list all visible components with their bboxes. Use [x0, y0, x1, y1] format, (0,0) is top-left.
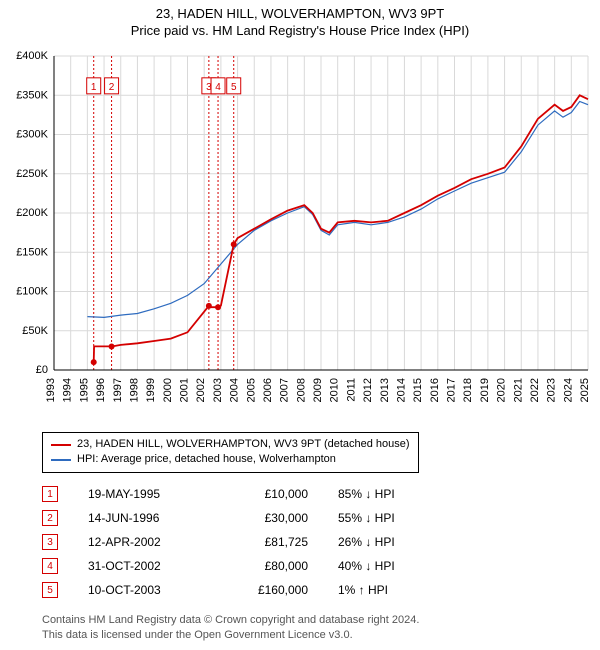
table-row: 1 19-MAY-1995 £10,000 85% ↓ HPI	[42, 482, 428, 506]
svg-text:2018: 2018	[462, 378, 474, 402]
transaction-price: £160,000	[228, 583, 308, 597]
table-row: 2 14-JUN-1996 £30,000 55% ↓ HPI	[42, 506, 428, 530]
svg-text:1993: 1993	[45, 378, 57, 402]
transaction-marker: 3	[42, 534, 58, 550]
transaction-marker: 5	[42, 582, 58, 598]
svg-text:£300K: £300K	[16, 129, 48, 141]
transaction-date: 19-MAY-1995	[88, 487, 198, 501]
svg-text:2: 2	[109, 82, 115, 93]
transaction-diff: 55% ↓ HPI	[338, 511, 428, 525]
svg-text:2007: 2007	[279, 378, 291, 402]
transaction-price: £10,000	[228, 487, 308, 501]
legend-label-subject: 23, HADEN HILL, WOLVERHAMPTON, WV3 9PT (…	[77, 437, 410, 452]
svg-text:2010: 2010	[329, 378, 341, 402]
svg-text:2021: 2021	[512, 378, 524, 402]
svg-text:1: 1	[91, 82, 97, 93]
svg-text:2011: 2011	[345, 378, 357, 402]
transaction-marker: 2	[42, 510, 58, 526]
svg-text:2024: 2024	[562, 378, 574, 402]
svg-text:2015: 2015	[412, 378, 424, 402]
svg-text:2000: 2000	[162, 378, 174, 402]
attribution-line2: This data is licensed under the Open Gov…	[42, 628, 419, 642]
svg-text:1996: 1996	[95, 378, 107, 402]
transactions-table: 1 19-MAY-1995 £10,000 85% ↓ HPI 2 14-JUN-1996…	[42, 482, 428, 602]
svg-text:2023: 2023	[546, 378, 558, 402]
svg-text:1995: 1995	[78, 378, 90, 402]
svg-text:1997: 1997	[112, 378, 124, 402]
svg-text:£250K: £250K	[16, 168, 48, 180]
transaction-date: 10-OCT-2003	[88, 583, 198, 597]
transaction-diff: 26% ↓ HPI	[338, 535, 428, 549]
legend-swatch-subject	[51, 444, 71, 446]
svg-text:2022: 2022	[529, 378, 541, 402]
attribution-line1: Contains HM Land Registry data © Crown c…	[42, 613, 419, 627]
svg-text:£0: £0	[36, 364, 48, 376]
transaction-diff: 1% ↑ HPI	[338, 583, 428, 597]
svg-text:2014: 2014	[395, 378, 407, 402]
price-chart: £0 £50K £100K £150K £200K £250K £300K £350K £400…	[8, 50, 592, 420]
svg-text:2009: 2009	[312, 378, 324, 402]
svg-text:2013: 2013	[379, 378, 391, 402]
legend-label-hpi: HPI: Average price, detached house, Wolv…	[77, 452, 336, 467]
svg-text:2019: 2019	[479, 378, 491, 402]
title-address: 23, HADEN HILL, WOLVERHAMPTON, WV3 9PT	[0, 6, 600, 21]
attribution: Contains HM Land Registry data © Crown c…	[42, 613, 419, 642]
svg-text:4: 4	[215, 82, 221, 93]
svg-text:5: 5	[231, 82, 237, 93]
svg-text:£50K: £50K	[22, 325, 48, 337]
svg-text:2004: 2004	[229, 378, 241, 402]
transaction-price: £30,000	[228, 511, 308, 525]
svg-text:2008: 2008	[295, 378, 307, 402]
legend-item-subject: 23, HADEN HILL, WOLVERHAMPTON, WV3 9PT (…	[51, 437, 410, 452]
svg-text:2005: 2005	[245, 378, 257, 402]
table-row: 3 12-APR-2002 £81,725 26% ↓ HPI	[42, 530, 428, 554]
transaction-diff: 40% ↓ HPI	[338, 559, 428, 573]
svg-text:£100K: £100K	[16, 286, 48, 298]
transaction-date: 31-OCT-2002	[88, 559, 198, 573]
transaction-marker: 1	[42, 486, 58, 502]
transaction-diff: 85% ↓ HPI	[338, 487, 428, 501]
chart-container: 23, HADEN HILL, WOLVERHAMPTON, WV3 9PT P…	[0, 0, 600, 650]
legend-item-hpi: HPI: Average price, detached house, Wolv…	[51, 452, 410, 467]
svg-text:2002: 2002	[195, 378, 207, 402]
table-row: 4 31-OCT-2002 £80,000 40% ↓ HPI	[42, 554, 428, 578]
svg-text:1999: 1999	[145, 378, 157, 402]
transaction-date: 14-JUN-1996	[88, 511, 198, 525]
svg-text:2025: 2025	[579, 378, 591, 402]
title-subtitle: Price paid vs. HM Land Registry's House …	[0, 23, 600, 38]
svg-text:2006: 2006	[262, 378, 274, 402]
table-row: 5 10-OCT-2003 £160,000 1% ↑ HPI	[42, 578, 428, 602]
transaction-price: £81,725	[228, 535, 308, 549]
svg-text:£150K: £150K	[16, 246, 48, 258]
svg-text:2003: 2003	[212, 378, 224, 402]
svg-text:£350K: £350K	[16, 89, 48, 101]
title-block: 23, HADEN HILL, WOLVERHAMPTON, WV3 9PT P…	[0, 0, 600, 38]
svg-text:£200K: £200K	[16, 207, 48, 219]
svg-text:2017: 2017	[446, 378, 458, 402]
svg-text:£400K: £400K	[16, 50, 48, 62]
legend: 23, HADEN HILL, WOLVERHAMPTON, WV3 9PT (…	[42, 432, 419, 473]
transaction-marker: 4	[42, 558, 58, 574]
legend-swatch-hpi	[51, 459, 71, 461]
transaction-price: £80,000	[228, 559, 308, 573]
svg-text:1998: 1998	[128, 378, 140, 402]
svg-text:2016: 2016	[429, 378, 441, 402]
svg-text:2020: 2020	[496, 378, 508, 402]
chart-area: £0 £50K £100K £150K £200K £250K £300K £350K £400…	[8, 50, 592, 420]
transaction-date: 12-APR-2002	[88, 535, 198, 549]
svg-text:1994: 1994	[62, 378, 74, 402]
svg-text:2012: 2012	[362, 378, 374, 402]
svg-text:2001: 2001	[179, 378, 191, 402]
